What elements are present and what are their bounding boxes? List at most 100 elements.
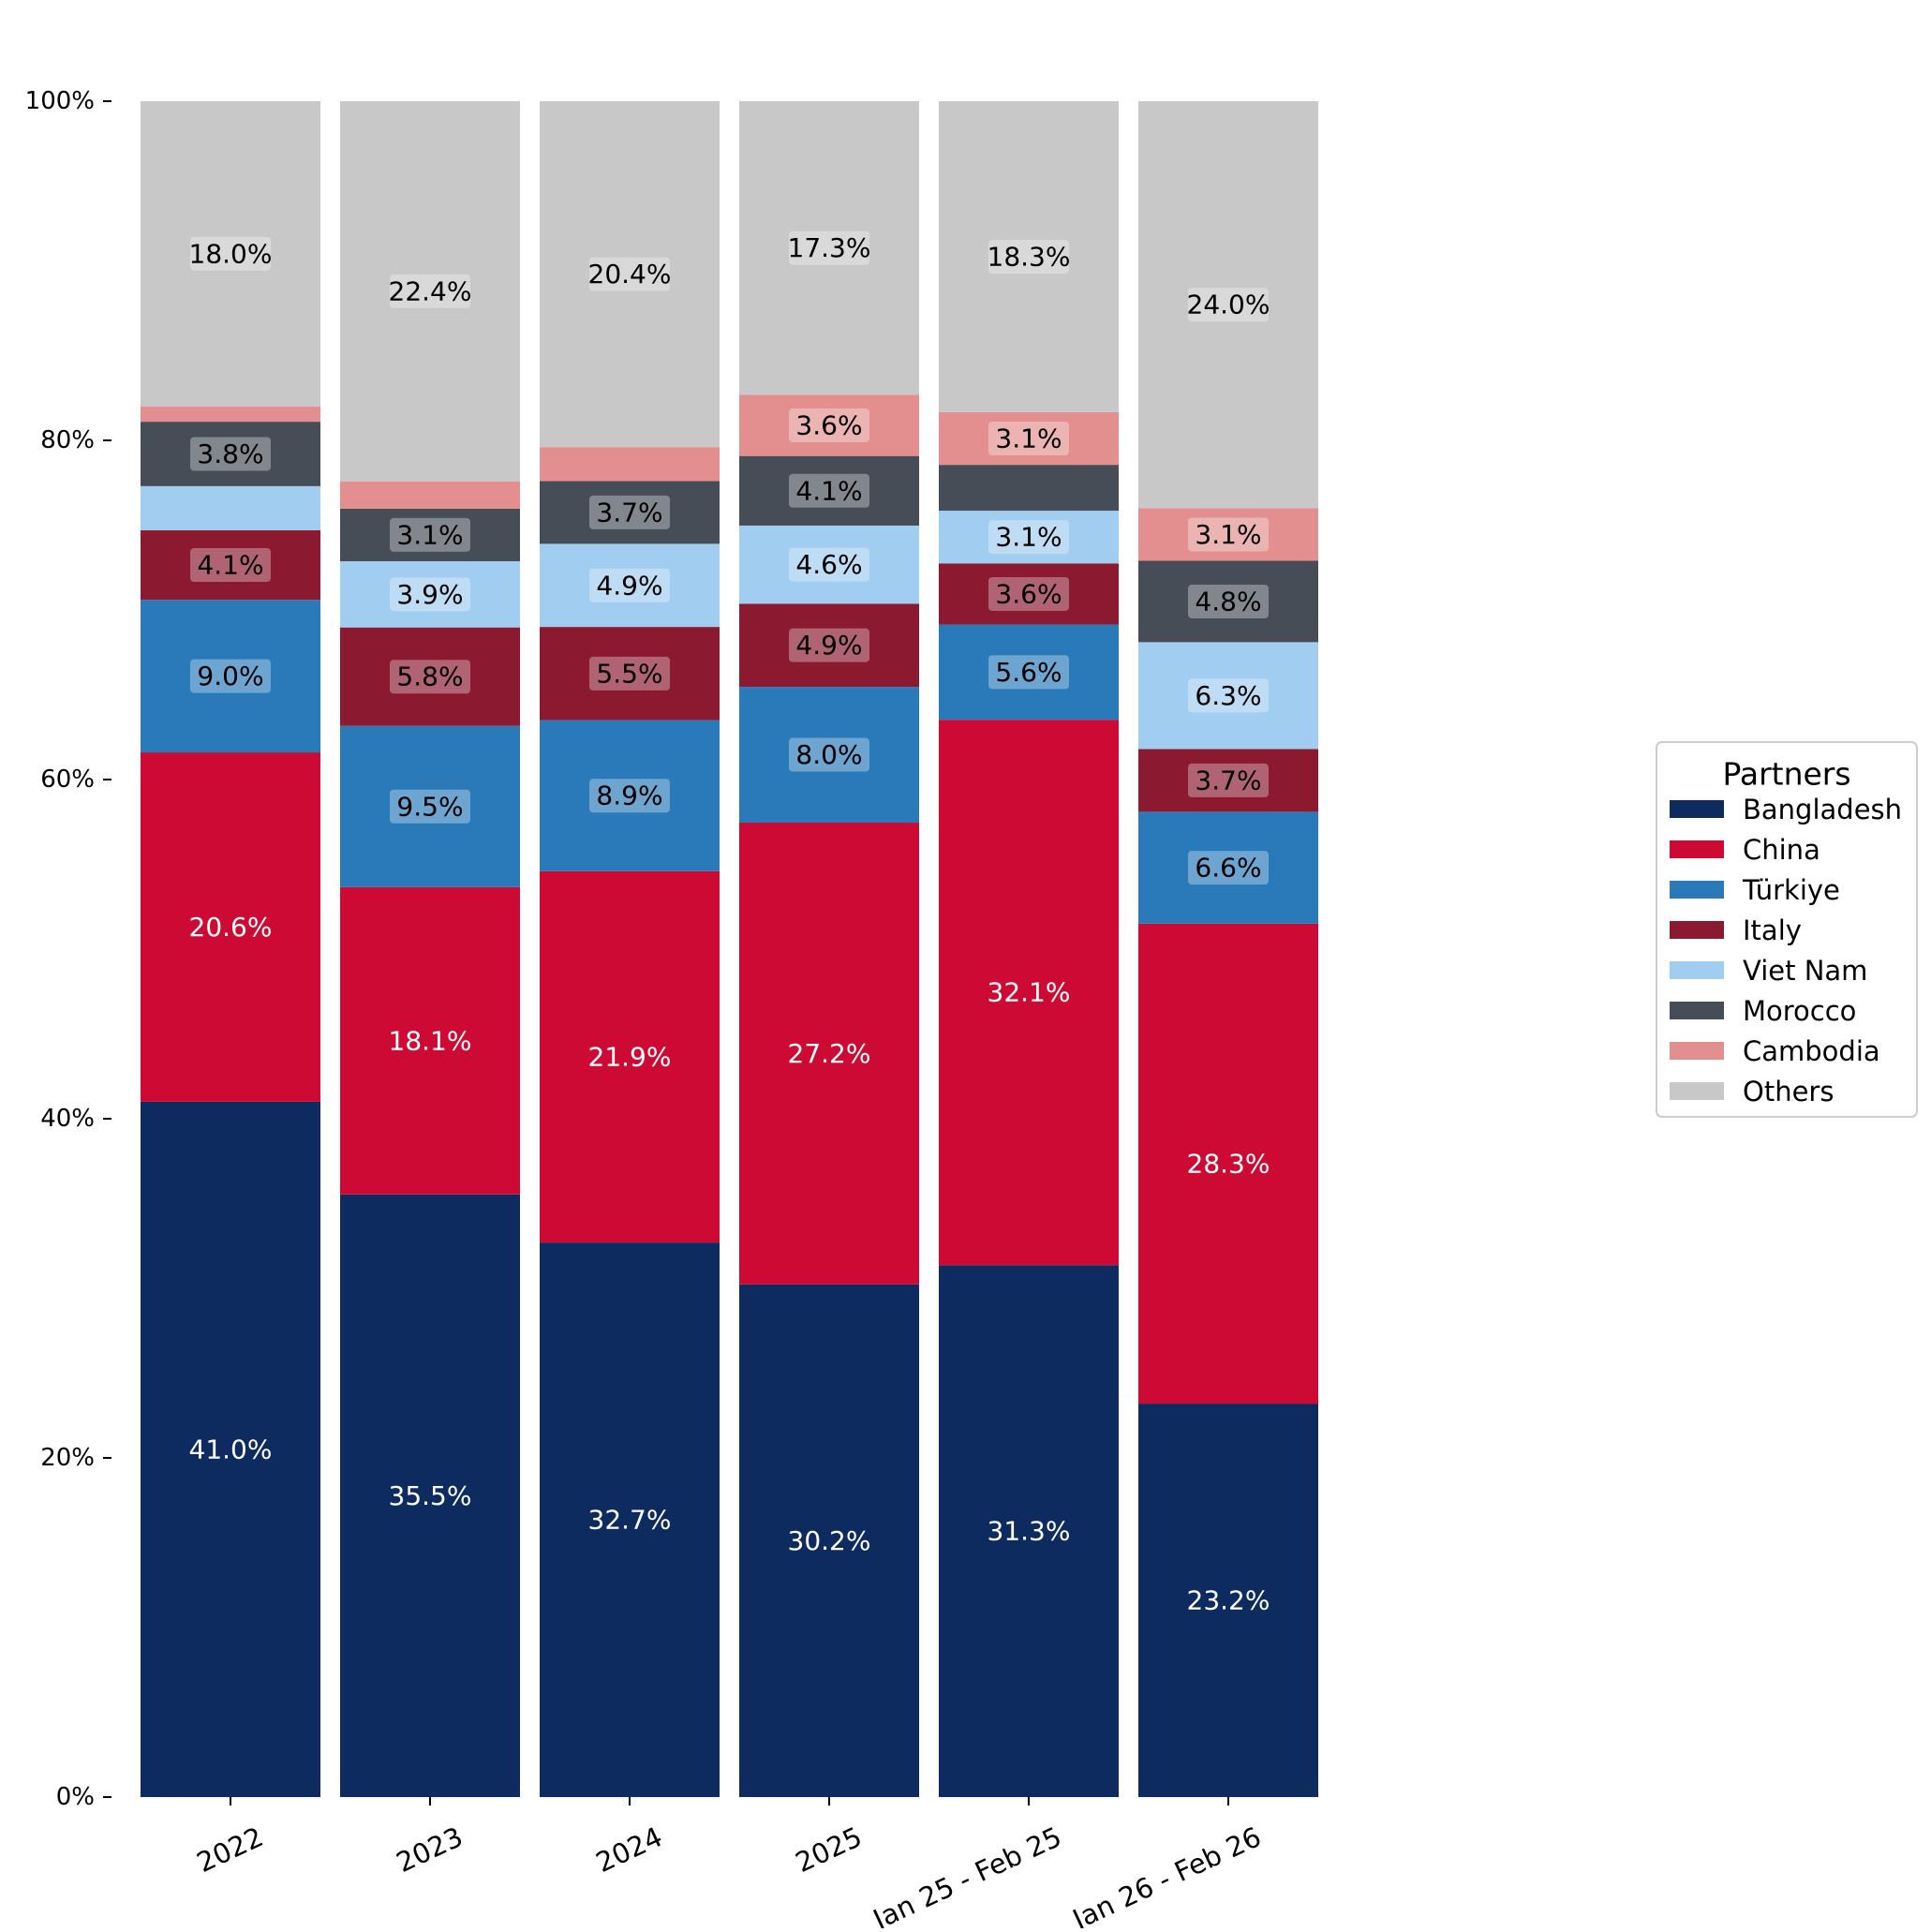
legend-swatch-morocco [1670,1002,1724,1019]
bar-segment-cambodia-2024 [540,447,720,482]
legend-label-cambodia: Cambodia [1743,1035,1880,1067]
legend-label-china: China [1743,834,1820,866]
x-tick-label-2023: 2023 [392,1821,468,1879]
bar-label-italy-jan-26-feb-26: 3.7% [1195,765,1261,795]
bar-label-others-jan-26-feb-26: 24.0% [1187,290,1270,320]
x-tick-label-jan-26-feb-26: Jan 26 - Feb 26 [1066,1821,1266,1928]
bar-label-box [789,409,869,443]
bar-label-box [390,660,470,694]
bar-segment-others-2022 [141,101,320,407]
bar-label-box [988,655,1069,690]
bar-label-bangladesh-2024: 32.7% [588,1505,672,1536]
bar-segment-viet-nam-2024 [540,543,720,628]
bar-segment-italy-jan-26-feb-26 [1138,749,1318,812]
bar-segment-turkiye-jan-26-feb-26 [1138,811,1318,924]
bar-segment-china-2022 [141,752,320,1102]
bar-label-box [1188,584,1269,618]
bar-label-cambodia-jan-25-feb-25: 3.1% [995,424,1062,454]
bar-label-box [789,473,869,508]
bar-label-box [190,437,271,471]
bar-segment-viet-nam-jan-26-feb-26 [1138,642,1318,750]
bar-label-morocco-2023: 3.1% [396,519,463,550]
bar-label-box [589,495,670,529]
bars-layer [141,101,1318,1797]
legend-swatch-italy [1670,921,1724,939]
bar-label-cambodia-2025: 3.6% [795,410,862,441]
bar-segment-bangladesh-jan-25-feb-25 [939,1265,1119,1797]
y-tick-label: 60% [40,765,95,794]
bar-label-china-jan-26-feb-26: 28.3% [1187,1148,1270,1179]
bar-label-china-2024: 21.9% [588,1041,672,1072]
bar-segment-others-jan-26-feb-26 [1138,101,1318,509]
bar-segment-cambodia-jan-26-feb-26 [1138,508,1318,561]
bar-segment-viet-nam-2025 [739,525,919,604]
bar-segment-china-2023 [340,886,520,1195]
legend-swatch-china [1670,840,1724,858]
bar-label-others-2025: 17.3% [788,232,871,263]
bar-label-china-2023: 18.1% [389,1025,472,1056]
bar-segment-italy-2022 [141,529,320,601]
bar-label-viet-nam-2023: 3.9% [396,579,463,610]
bar-label-box [789,737,869,772]
bar-label-others-2024: 20.4% [588,259,672,290]
bar-segment-bangladesh-2023 [340,1194,520,1797]
bar-segment-cambodia-2025 [739,394,919,456]
legend-swatch-turkiye [1670,881,1724,899]
bar-segment-turkiye-2022 [141,600,320,753]
bar-label-turkiye-2024: 8.9% [596,780,662,811]
bar-label-turkiye-2025: 8.0% [795,739,862,770]
bar-label-box [1188,517,1269,552]
bar-label-box [1188,851,1269,885]
bar-label-others-2022: 18.0% [189,238,273,269]
y-tick-label: 20% [40,1444,95,1472]
bar-label-box [390,517,470,552]
bar-label-italy-jan-25-feb-25: 3.6% [995,578,1062,609]
bar-label-viet-nam-jan-26-feb-26: 6.3% [1195,680,1261,711]
bar-label-others-2023: 22.4% [389,275,472,306]
bar-label-others-jan-25-feb-25: 18.3% [988,241,1071,272]
bar-segment-china-jan-25-feb-25 [939,720,1119,1266]
bar-segment-turkiye-jan-25-feb-25 [939,624,1119,721]
bar-segment-bangladesh-2025 [739,1284,919,1797]
bar-label-china-2022: 20.6% [189,912,273,943]
bar-segment-china-jan-26-feb-26 [1138,923,1318,1404]
bar-label-box [190,659,271,693]
legend-swatch-bangladesh [1670,800,1724,818]
y-tick-label: 0% [56,1783,95,1811]
bar-segment-morocco-jan-25-feb-25 [939,465,1119,512]
bar-label-italy-2025: 4.9% [795,630,862,661]
legend-label-morocco: Morocco [1743,995,1856,1027]
bar-label-morocco-jan-26-feb-26: 4.8% [1195,586,1261,617]
x-axis: 2022 2023 2024 2025 Jan 25 - Feb 25 Jan 26 - … [192,1797,1266,1932]
bar-segment-bangladesh-2022 [141,1101,320,1797]
bar-label-box [589,656,670,691]
bar-label-morocco-2024: 3.7% [596,497,662,528]
bar-label-box [190,548,271,583]
bar-label-bangladesh-jan-26-feb-26: 23.2% [1187,1585,1270,1616]
y-tick-label: 100% [25,87,95,115]
bar-label-box [390,274,470,308]
bar-segment-turkiye-2023 [340,725,520,887]
bar-segment-bangladesh-jan-26-feb-26 [1138,1404,1318,1797]
bar-segment-morocco-2025 [739,455,919,526]
x-tick-label-2022: 2022 [192,1821,268,1879]
bar-label-box [789,628,869,662]
x-tick-label-jan-25-feb-25: Jan 25 - Feb 25 [867,1821,1066,1928]
bar-label-italy-2024: 5.5% [596,658,662,689]
bar-label-box [1188,763,1269,797]
bar-labels-layer: 41.0% 20.6% 9.0% 4.1% 3.8% 18.0% 35.5% 18.1% 9.5… [189,230,1270,1616]
bar-label-box [589,257,670,291]
bar-segment-china-2024 [540,870,720,1243]
bar-label-box [1188,678,1269,713]
bar-label-box [190,236,271,271]
bar-label-turkiye-2023: 9.5% [396,791,463,822]
bar-label-bangladesh-2022: 41.0% [189,1434,273,1464]
bar-segment-others-2025 [739,101,919,395]
bar-label-china-jan-25-feb-25: 32.1% [988,977,1071,1008]
bar-segment-cambodia-2023 [340,481,520,509]
bar-label-box [390,789,470,824]
bar-label-box [789,230,869,265]
bar-label-viet-nam-2025: 4.6% [795,549,862,580]
bar-segment-morocco-2023 [340,508,520,562]
legend: Partners Bangladesh China Türkiye Italy Viet… [1656,741,1918,1118]
